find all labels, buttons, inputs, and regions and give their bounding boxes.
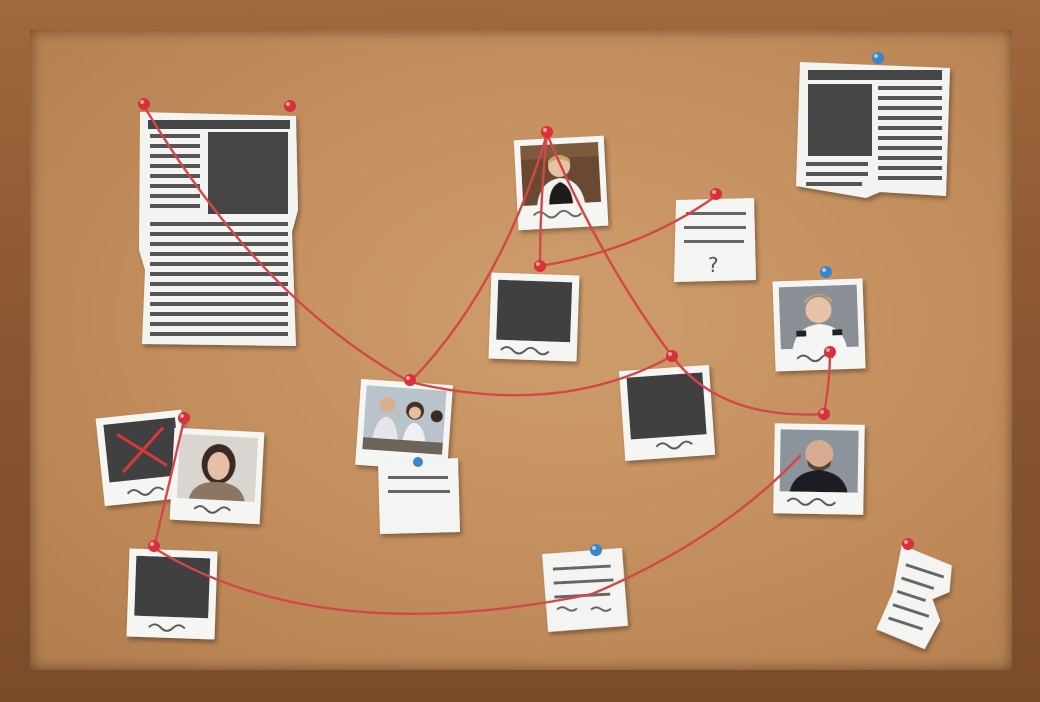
note-question[interactable]: ? <box>674 198 756 282</box>
pin-red-icon <box>178 412 190 424</box>
pin-red-icon <box>710 188 722 200</box>
pin-blue-icon <box>820 266 832 278</box>
photo-officer[interactable] <box>772 278 866 372</box>
pin-red-icon <box>534 260 546 272</box>
red-x-mark <box>116 426 168 474</box>
pin-red-icon <box>541 126 553 138</box>
pin-blue-icon <box>872 52 884 64</box>
pin-red-icon <box>138 98 150 110</box>
photo-woman[interactable] <box>169 427 265 525</box>
pin-blue-icon <box>413 457 423 467</box>
newspaper-large[interactable] <box>139 112 298 346</box>
pin-red-icon <box>824 346 836 358</box>
pin-red-icon <box>666 350 678 362</box>
pin-blue-icon <box>590 544 602 556</box>
newspaper-small-text-lines <box>806 86 942 186</box>
photo-boy[interactable] <box>513 135 609 231</box>
pin-red-icon <box>818 408 830 420</box>
note-torn[interactable] <box>873 544 958 651</box>
pin-red-icon <box>284 100 296 112</box>
photo-blank-center[interactable] <box>488 272 580 362</box>
red-strings <box>142 104 832 616</box>
pin-red-icon <box>148 540 160 552</box>
photo-crossed-out[interactable] <box>95 409 191 507</box>
question-mark: ? <box>708 253 719 277</box>
photo-courtroom[interactable] <box>355 378 453 472</box>
pins <box>138 52 914 556</box>
photo-blank-bottom-left[interactable] <box>126 548 218 640</box>
pin-red-icon <box>404 374 416 386</box>
newspaper-small[interactable] <box>796 62 950 198</box>
note-bottom[interactable] <box>542 547 628 632</box>
photo-man[interactable] <box>773 423 865 515</box>
note-courtroom[interactable] <box>378 458 460 534</box>
pin-red-icon <box>902 538 914 550</box>
newspaper-large-text-lines <box>150 134 288 336</box>
photo-blank-right[interactable] <box>619 364 716 461</box>
